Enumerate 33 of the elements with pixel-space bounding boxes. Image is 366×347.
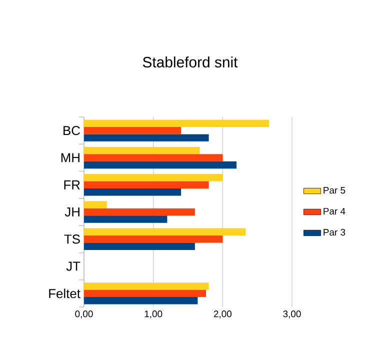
bar <box>84 216 168 223</box>
bar <box>84 228 246 236</box>
y-tick-label: JT <box>66 262 80 271</box>
chart-title: Stableford snit <box>142 56 238 68</box>
bar <box>84 120 270 127</box>
bar <box>84 208 195 216</box>
legend-label: Par 5 <box>324 186 346 194</box>
bar <box>84 161 237 169</box>
bar <box>84 154 223 162</box>
bar <box>84 290 206 298</box>
x-tick-label: 3,00 <box>283 310 301 318</box>
x-tick-label: 1,00 <box>144 310 162 318</box>
x-tick-label: 2,00 <box>214 310 232 318</box>
bar <box>84 126 182 134</box>
legend-label: Par 4 <box>324 208 346 215</box>
y-tick-label: Feltet <box>49 288 80 298</box>
bar <box>84 242 195 250</box>
bar <box>84 188 182 196</box>
bar <box>84 201 107 208</box>
bar <box>84 181 209 188</box>
y-tick-label: JH <box>64 207 80 217</box>
x-tick-label: 0,00 <box>75 310 93 318</box>
bar <box>84 236 223 243</box>
bar <box>84 297 198 304</box>
bar <box>84 146 200 154</box>
y-tick-label: MH <box>61 153 80 162</box>
bar <box>84 282 209 290</box>
y-tick-label: BC <box>64 126 80 136</box>
bar <box>84 174 223 182</box>
y-tick-label: TS <box>64 234 80 244</box>
y-tick-label: FR <box>64 180 80 190</box>
legend-label: Par 3 <box>324 228 346 236</box>
bar <box>84 134 209 142</box>
